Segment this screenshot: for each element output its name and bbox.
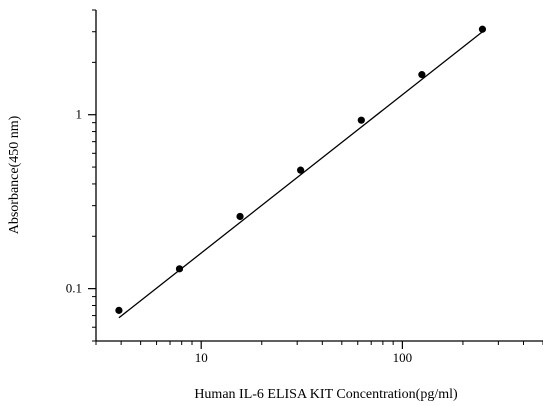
data-point xyxy=(175,265,184,273)
y-axis-label: Absorbance(450 nm) xyxy=(7,115,22,234)
y-tick-label: 1 xyxy=(76,107,83,122)
data-points xyxy=(115,25,487,314)
data-point xyxy=(236,212,244,221)
data-point xyxy=(418,71,426,79)
x-tick-label: 100 xyxy=(393,350,413,365)
y-tick-label: 0.1 xyxy=(66,281,82,296)
data-point xyxy=(478,25,487,33)
ticks: 10 100 0.1 1 xyxy=(66,9,543,365)
data-point xyxy=(357,116,365,124)
axes xyxy=(95,10,543,342)
fit-line xyxy=(118,31,483,319)
data-point xyxy=(297,166,305,174)
x-axis-label: Human IL-6 ELISA KIT Concentration(pg/ml… xyxy=(194,387,458,402)
x-tick-label: 10 xyxy=(195,350,208,365)
data-point xyxy=(115,306,123,314)
fit-line-layer xyxy=(118,31,483,319)
